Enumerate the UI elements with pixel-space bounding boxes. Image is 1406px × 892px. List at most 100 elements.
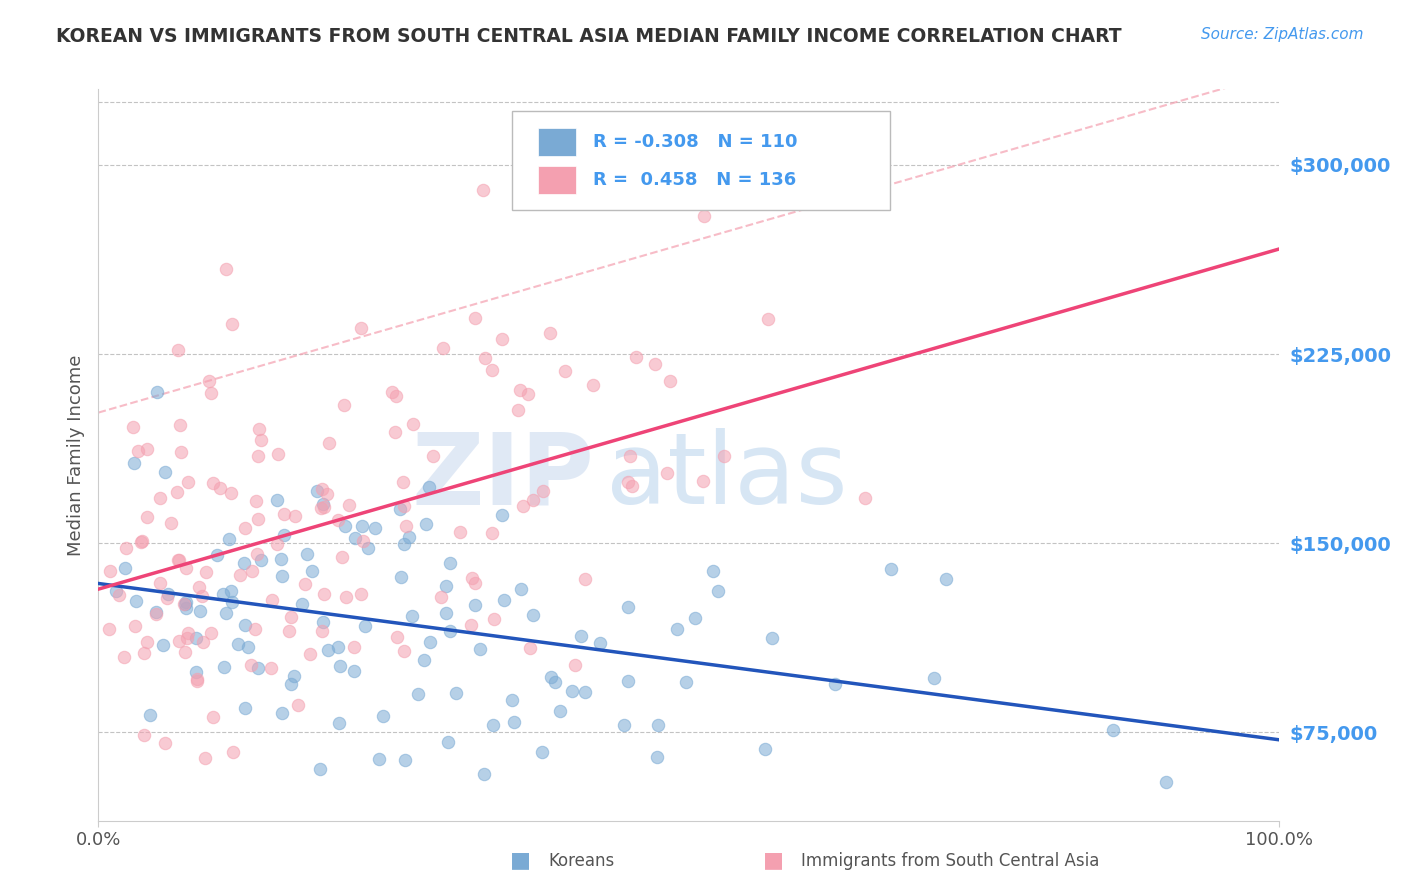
- Point: [713, 449, 735, 463]
- Point: [619, 449, 641, 463]
- Point: [464, 599, 486, 613]
- FancyBboxPatch shape: [512, 112, 890, 210]
- Point: [384, 388, 406, 402]
- Point: [139, 707, 162, 722]
- Point: [212, 660, 235, 674]
- Point: [238, 640, 260, 654]
- Point: [364, 521, 387, 535]
- Point: [471, 183, 494, 197]
- Point: [429, 590, 451, 604]
- Point: [326, 513, 349, 527]
- Point: [754, 741, 776, 756]
- Point: [512, 499, 534, 513]
- Point: [278, 624, 301, 638]
- Point: [200, 626, 222, 640]
- Point: [394, 519, 416, 533]
- Text: atlas: atlas: [606, 428, 848, 525]
- Point: [312, 500, 335, 514]
- Point: [461, 571, 484, 585]
- Point: [218, 533, 240, 547]
- Point: [266, 493, 288, 508]
- Point: [472, 766, 495, 780]
- Point: [200, 385, 222, 400]
- Point: [188, 604, 211, 618]
- Point: [481, 525, 503, 540]
- Point: [540, 669, 562, 683]
- Point: [328, 716, 350, 731]
- Point: [394, 536, 416, 550]
- Point: [145, 384, 167, 399]
- Point: [343, 640, 366, 654]
- Point: [392, 475, 415, 489]
- Point: [250, 553, 273, 567]
- Point: [422, 449, 444, 463]
- Point: [621, 479, 644, 493]
- Point: [124, 619, 146, 633]
- Point: [229, 568, 252, 582]
- Point: [134, 646, 156, 660]
- Point: [530, 745, 553, 759]
- Text: ZIP: ZIP: [412, 428, 595, 525]
- Point: [1102, 723, 1125, 738]
- Point: [588, 635, 610, 649]
- Point: [522, 608, 544, 623]
- Point: [177, 475, 200, 490]
- Point: [309, 762, 332, 776]
- Point: [491, 332, 513, 346]
- Point: [333, 398, 356, 412]
- Point: [184, 632, 207, 646]
- Point: [314, 586, 336, 600]
- Point: [436, 734, 458, 748]
- Point: [381, 385, 404, 400]
- Point: [702, 565, 724, 579]
- Point: [350, 321, 373, 335]
- Point: [879, 562, 901, 576]
- Point: [935, 572, 957, 586]
- Point: [392, 499, 415, 513]
- Point: [516, 386, 538, 401]
- Point: [311, 624, 333, 638]
- Point: [124, 594, 146, 608]
- Point: [388, 502, 411, 516]
- Point: [316, 487, 339, 501]
- Point: [214, 261, 236, 276]
- Point: [350, 587, 373, 601]
- Point: [508, 403, 530, 417]
- Point: [202, 475, 225, 490]
- Text: ■: ■: [763, 850, 783, 870]
- Point: [152, 638, 174, 652]
- Point: [153, 736, 176, 750]
- Point: [160, 516, 183, 531]
- Point: [357, 541, 380, 555]
- Point: [294, 577, 316, 591]
- Point: [222, 745, 245, 759]
- Point: [311, 482, 333, 496]
- Point: [186, 673, 208, 688]
- Point: [107, 589, 129, 603]
- Point: [249, 433, 271, 447]
- Point: [371, 709, 394, 723]
- Point: [149, 491, 172, 506]
- Point: [201, 710, 224, 724]
- Point: [419, 635, 441, 649]
- Point: [188, 580, 211, 594]
- Point: [232, 556, 254, 570]
- Point: [683, 611, 706, 625]
- Point: [464, 576, 486, 591]
- Point: [136, 509, 159, 524]
- Point: [401, 608, 423, 623]
- Point: [291, 598, 314, 612]
- Point: [301, 565, 323, 579]
- Point: [240, 564, 263, 578]
- Point: [761, 631, 783, 645]
- Point: [509, 383, 531, 397]
- Point: [756, 312, 779, 326]
- Point: [522, 492, 544, 507]
- Point: [173, 597, 195, 611]
- Point: [169, 553, 191, 567]
- Point: [352, 519, 374, 533]
- Point: [169, 417, 191, 432]
- Point: [233, 521, 256, 535]
- Point: [626, 350, 648, 364]
- Point: [221, 318, 243, 332]
